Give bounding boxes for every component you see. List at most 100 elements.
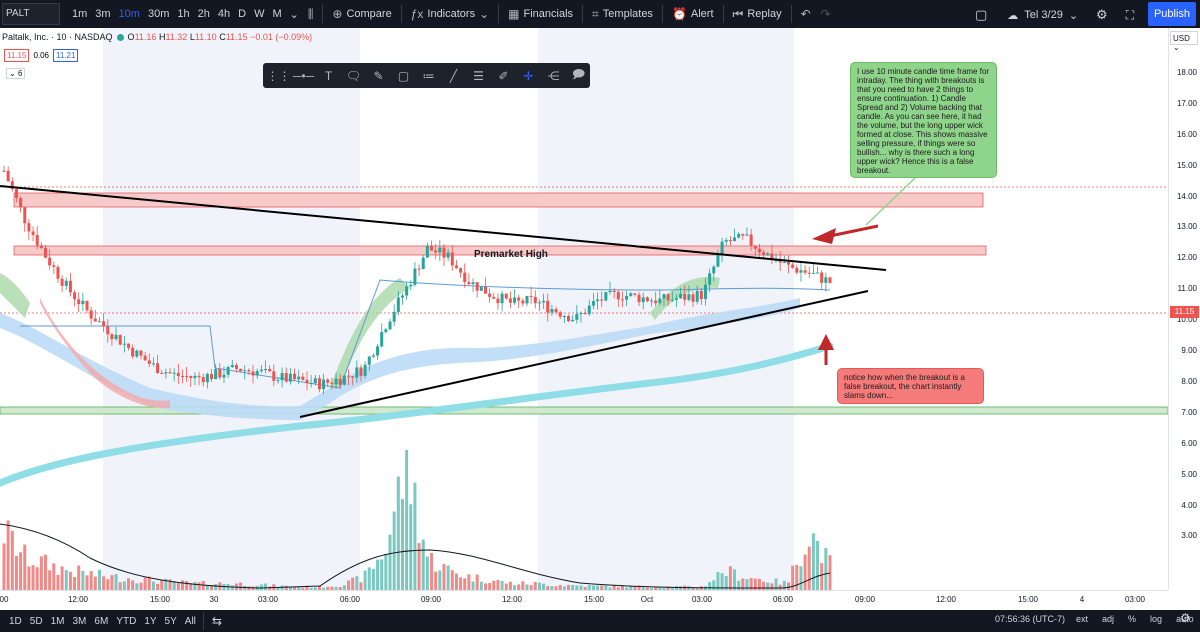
ascending-trendline[interactable] [299, 290, 869, 418]
auto-toggle[interactable]: auto [1176, 614, 1194, 624]
volume-bar [317, 585, 321, 590]
candle-body [658, 298, 662, 304]
range-3m[interactable]: 3M [72, 615, 87, 627]
horizontal-line-icon[interactable]: ─•─ [292, 68, 315, 83]
callout-icon[interactable]: 🗨 [345, 68, 362, 83]
arrow-bottom[interactable] [818, 334, 834, 365]
bid-price[interactable]: 11.15 [4, 49, 30, 62]
pen-icon[interactable]: ✐ [498, 68, 509, 83]
log-toggle[interactable]: log [1150, 614, 1163, 624]
timeframe-W[interactable]: W [254, 7, 265, 20]
candle-body [828, 277, 832, 283]
timeframe-1m[interactable]: 1m [72, 7, 88, 20]
range-1d[interactable]: 1D [9, 615, 22, 627]
chart-settings-icon[interactable]: ⚙ [1180, 611, 1191, 625]
timeframe-M[interactable]: M [272, 7, 282, 20]
candle-body [562, 316, 566, 318]
range-1m[interactable]: 1M [50, 615, 65, 627]
bid-ask: 11.15 0.06 11.21 [4, 49, 79, 62]
candle-body [363, 364, 367, 376]
volume-bar [77, 565, 81, 590]
pitchfork-icon[interactable]: ⋲ [547, 68, 560, 83]
premarket-high-zone[interactable] [13, 245, 987, 256]
range-6m[interactable]: 6M [94, 615, 109, 627]
price-chart[interactable] [0, 28, 1168, 590]
candle-body [620, 299, 624, 301]
timeframe-1h[interactable]: 1h [177, 7, 190, 20]
timeframe-D[interactable]: D [238, 7, 247, 20]
goto-date-icon[interactable]: ⇆ [211, 614, 222, 628]
clock-readout[interactable]: 07:56:36 (UTC-7) [995, 614, 1066, 624]
candle-body [728, 240, 732, 242]
chevron-down-icon[interactable]: ⌄ [1068, 9, 1079, 22]
volume-bar [31, 565, 35, 590]
timeframe-10m[interactable]: 10m [118, 7, 140, 20]
time-axis[interactable]: 00 12:00 15:00 30 03:00 06:00 09:00 12:00 15:00 O… [0, 590, 1168, 610]
range-5d[interactable]: 5D [29, 615, 43, 627]
redo-icon: ↷ [820, 7, 831, 21]
chart-type-button[interactable]: ⫼ [303, 7, 319, 22]
rectangle-icon[interactable]: ▢ [397, 68, 410, 83]
symbol-title[interactable]: Paltalk, Inc. · 10 · NASDAQ [2, 32, 113, 42]
currency-select[interactable]: USD ⌄ [1170, 31, 1198, 52]
compare-button[interactable]: ⊕ Compare [327, 7, 396, 21]
channel-icon[interactable]: ☰ [473, 68, 484, 83]
undo-button[interactable]: ↶ [796, 7, 816, 21]
replay-button[interactable]: ⏮ Replay [728, 7, 787, 22]
brush-icon[interactable]: ✎ [373, 68, 384, 83]
support-zone[interactable] [0, 406, 1168, 415]
fib-icon[interactable]: ≔ [422, 68, 435, 83]
indicators-button[interactable]: ƒx Indicators ⌄ [406, 7, 494, 21]
timeframe-2h[interactable]: 2h [197, 7, 210, 20]
symbol-search[interactable]: PALT [2, 3, 60, 25]
chevron-down-icon[interactable]: ⌄ [289, 8, 299, 21]
range-ytd[interactable]: YTD [116, 615, 137, 627]
alert-button[interactable]: ⏰ Alert [667, 7, 719, 21]
publish-button[interactable]: Publish [1148, 2, 1196, 26]
layout-name[interactable]: Tel 3/29 [1024, 9, 1063, 21]
arrow-top[interactable] [812, 224, 879, 244]
note-icon[interactable]: 🗩 [571, 67, 586, 81]
volume-bar [658, 587, 662, 590]
volume-bar [430, 553, 434, 590]
financials-button[interactable]: ▦ Financials [503, 7, 578, 21]
volume-bar [637, 585, 641, 590]
candle-body [525, 295, 529, 304]
indicator-toggle[interactable]: ⌄ 6 [6, 68, 26, 79]
layout-icon[interactable]: ▢ [975, 7, 988, 22]
candle-body [309, 383, 313, 385]
adj-toggle[interactable]: adj [1102, 614, 1115, 624]
timeframe-4h[interactable]: 4h [217, 7, 231, 20]
crosshair-icon[interactable]: ✛ [523, 68, 534, 83]
ask-price[interactable]: 11.21 [53, 49, 79, 62]
green-callout[interactable]: I use 10 minute candle time frame for in… [850, 62, 997, 178]
price-tick-label: 15.00 [1176, 160, 1197, 170]
volume-bar [164, 578, 168, 590]
drag-handle-icon[interactable]: ⋮⋮ [266, 68, 291, 83]
timeframe-3m[interactable]: 3m [95, 7, 111, 20]
settings-gear-icon[interactable]: ⚙ [1096, 7, 1108, 22]
red-callout[interactable]: notice how when the breakout is a false … [837, 368, 984, 404]
range-5y[interactable]: 5Y [164, 615, 177, 627]
text-icon[interactable]: T [324, 68, 333, 83]
volume-bar [517, 584, 521, 590]
resistance-zone-upper[interactable] [13, 192, 984, 208]
templates-button[interactable]: ⌗ Templates [587, 7, 658, 22]
volume-bar [600, 585, 604, 590]
redo-button[interactable]: ↷ [816, 7, 836, 21]
percent-toggle[interactable]: % [1128, 614, 1137, 624]
candle-body [44, 247, 48, 258]
candle-body [48, 257, 52, 266]
range-all[interactable]: All [184, 615, 196, 627]
range-1y[interactable]: 1Y [144, 615, 157, 627]
fullscreen-icon[interactable]: ⛶ [1125, 7, 1135, 22]
premarket-high-label[interactable]: Premarket High [474, 249, 548, 260]
timeframe-30m[interactable]: 30m [147, 7, 170, 20]
candle-body [774, 260, 778, 262]
volume-bar [23, 544, 27, 590]
price-tick-label: 11.00 [1177, 284, 1197, 294]
trendline-icon[interactable]: ╱ [449, 68, 458, 83]
ext-toggle[interactable]: ext [1076, 614, 1089, 624]
volume-bar [185, 581, 189, 590]
descending-trendline[interactable] [0, 185, 887, 271]
